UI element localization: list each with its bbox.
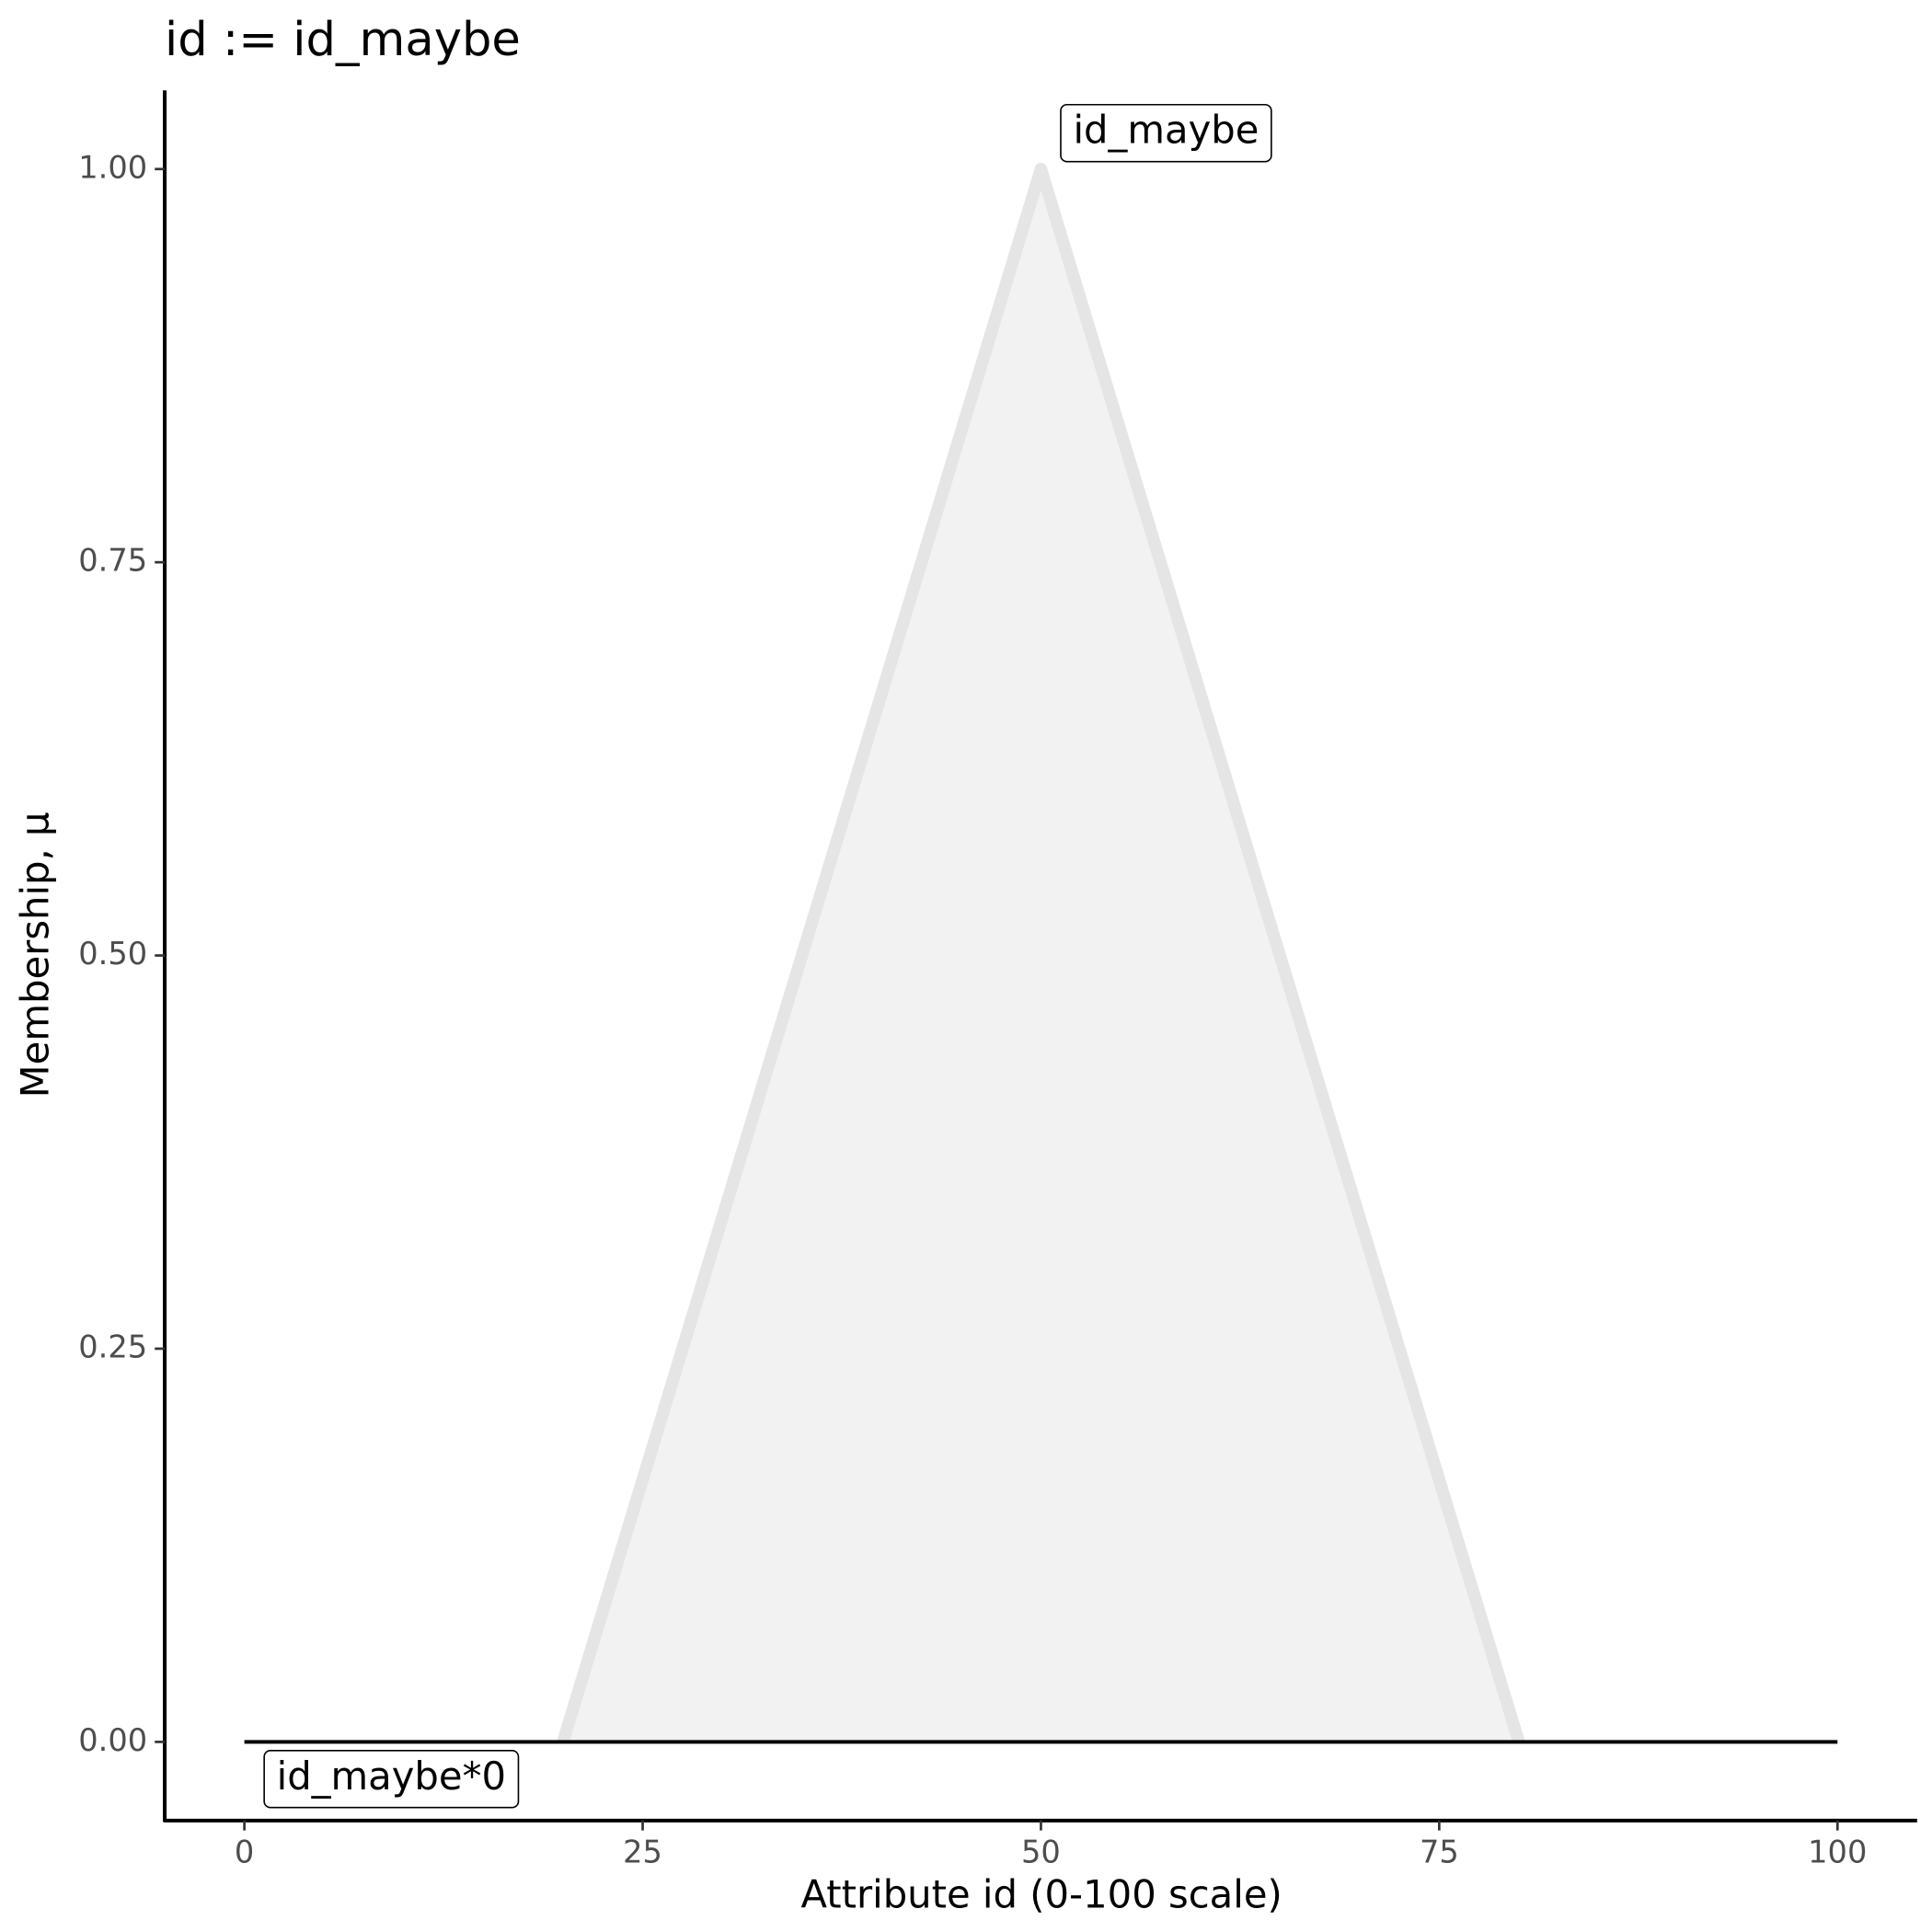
x-tick-label: 50 xyxy=(1021,1834,1061,1870)
y-tick-label: 0.50 xyxy=(78,936,147,972)
y-tick-label: 1.00 xyxy=(78,149,147,185)
y-tick-label: 0.75 xyxy=(78,543,147,579)
x-tick-label: 25 xyxy=(623,1834,662,1870)
x-tick-label: 100 xyxy=(1808,1834,1867,1870)
x-tick-label: 0 xyxy=(235,1834,254,1870)
chart-title: id := id_maybe xyxy=(165,13,521,67)
label-box xyxy=(1060,103,1272,163)
series-label: id_maybe xyxy=(1073,108,1259,153)
line xyxy=(557,163,1525,1744)
x-axis-title: Attribute id (0-100 scale) xyxy=(800,1871,1282,1916)
y-axis-title: Membership, μ xyxy=(13,811,58,1098)
y-tick-label: 0.25 xyxy=(78,1328,147,1364)
area xyxy=(562,168,1519,1742)
label-box xyxy=(263,1749,520,1809)
y-tick-label: 0.00 xyxy=(78,1722,147,1758)
series-label: id_maybe*0 xyxy=(277,1754,506,1799)
x-tick-label: 75 xyxy=(1420,1834,1459,1870)
